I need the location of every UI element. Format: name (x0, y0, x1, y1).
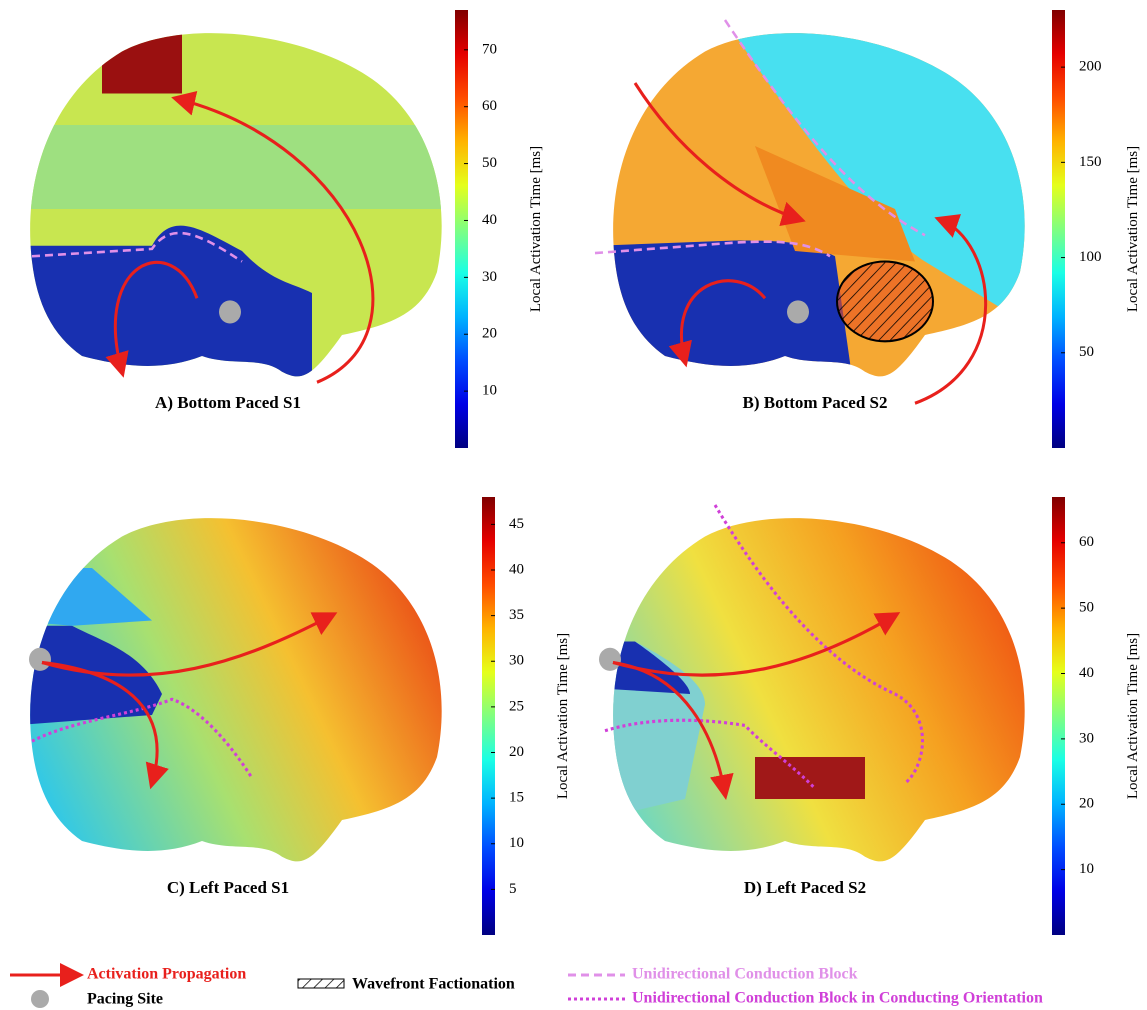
tick-label: 25 (509, 698, 524, 714)
tick-label: 20 (1079, 796, 1094, 812)
tick-label: 100 (1079, 249, 1102, 265)
tick-label: 40 (482, 212, 497, 228)
map-b (594, 19, 1025, 405)
tick-label: 200 (1079, 59, 1102, 75)
tick-label: 30 (482, 269, 497, 285)
tick-label: 60 (1079, 534, 1094, 550)
tick-label: 40 (1079, 665, 1094, 681)
map-a (30, 33, 442, 384)
colorbar-label: Local Activation Time [ms] (555, 633, 571, 799)
tick-label: 20 (509, 744, 524, 760)
tick-label: 60 (482, 98, 497, 114)
tick-label: 30 (1079, 730, 1094, 746)
tick-label: 50 (482, 155, 497, 171)
colorbar (455, 10, 468, 448)
tick-label: 35 (509, 607, 524, 623)
tick-label: 150 (1079, 154, 1102, 170)
tick-label: 10 (1079, 861, 1094, 877)
caption: A) Bottom Paced S1 (155, 393, 301, 412)
legend-text: Pacing Site (87, 991, 163, 1008)
legend: Activation Propagation Pacing Site Wavef… (10, 963, 1043, 1008)
tick-label: 30 (509, 653, 524, 669)
tick-label: 70 (482, 41, 497, 57)
caption: B) Bottom Paced S2 (743, 393, 888, 412)
tick-label: 50 (1079, 600, 1094, 616)
map-c (29, 518, 442, 862)
colorbar (1052, 10, 1065, 448)
tick-label: 15 (509, 790, 524, 806)
colorbar (1052, 497, 1065, 935)
tick-label: 10 (482, 383, 497, 399)
colorbar-label: Local Activation Time [ms] (1125, 633, 1141, 799)
tick-label: 50 (1079, 344, 1094, 360)
tick-label: 5 (509, 881, 517, 897)
colorbar-label: Local Activation Time [ms] (528, 146, 544, 312)
legend-hatch (297, 978, 345, 989)
legend-text: Unidirectional Conduction Block in Condu… (632, 990, 1043, 1007)
tick-label: 45 (509, 516, 524, 532)
legend-text: Wavefront Factionation (352, 976, 515, 993)
caption: D) Left Paced S2 (744, 878, 866, 897)
colorbar (482, 497, 495, 935)
colorbar-label: Local Activation Time [ms] (1125, 146, 1141, 312)
map-d (599, 504, 1025, 862)
caption: C) Left Paced S1 (167, 878, 289, 897)
tick-label: 10 (509, 835, 524, 851)
tick-label: 40 (509, 561, 524, 577)
legend-text: Activation Propagation (87, 966, 246, 983)
legend-dot (31, 990, 49, 1008)
legend-text: Unidirectional Conduction Block (632, 966, 858, 983)
tick-label: 20 (482, 326, 497, 342)
